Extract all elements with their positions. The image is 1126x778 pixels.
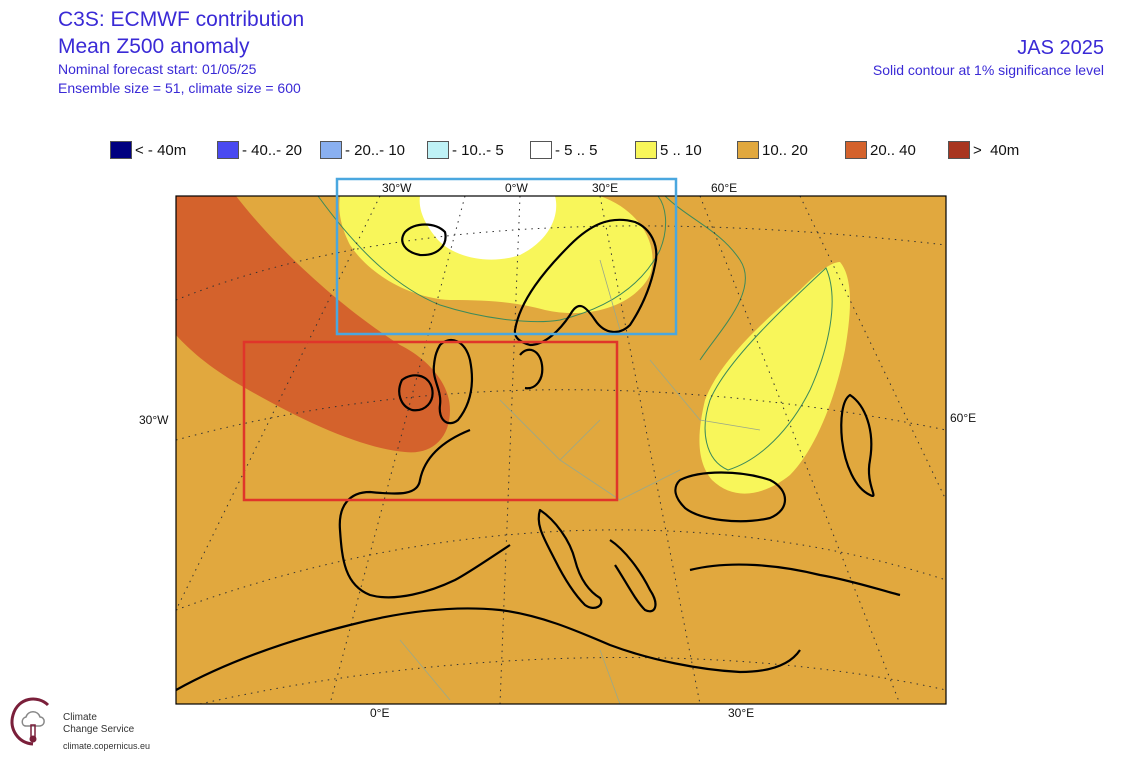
legend-item: 10.. 20 [737, 139, 808, 161]
legend-swatch [320, 141, 342, 159]
legend-item: - 10..- 5 [427, 139, 504, 161]
right-edge-label: 60°E [950, 411, 977, 425]
logo-name: Climate Change Service [63, 712, 134, 736]
central-region-box [242, 340, 619, 502]
lon-label-30e: 30°E [592, 181, 619, 195]
ensemble-size: Ensemble size = 51, climate size = 600 [58, 80, 301, 96]
legend-label: < - 40m [135, 141, 187, 159]
copernicus-logo: Climate Change Service climate.copernicu… [8, 695, 168, 755]
significance-contour-northeast [664, 196, 746, 361]
legend-label: 5 .. 10 [660, 141, 702, 159]
climate-logo-icon [10, 697, 50, 746]
lon-label-30w: 30°W [382, 181, 412, 195]
legend-swatch [530, 141, 552, 159]
legend-label: - 5 .. 5 [555, 141, 598, 159]
logo-line-1: Climate [63, 712, 97, 723]
legend-swatch [427, 141, 449, 159]
lon-label-0w: 0°W [505, 181, 528, 195]
logo-url: climate.copernicus.eu [63, 741, 151, 751]
significance-contour-north [317, 196, 667, 323]
legend-label: - 10..- 5 [452, 141, 504, 159]
legend-item: 20.. 40 [845, 139, 916, 161]
legend-item: - 20..- 10 [320, 139, 405, 161]
map-title: C3S: ECMWF contribution [58, 8, 305, 31]
legend-item: - 5 .. 5 [530, 139, 598, 161]
legend-label: 10.. 20 [762, 141, 808, 159]
map-subtitle: Mean Z500 anomaly [58, 35, 250, 58]
legend-item: > 40m [948, 139, 1019, 161]
anomaly-fill-20-40 [176, 196, 450, 453]
legend-item: < - 40m [110, 139, 186, 161]
anomaly-fill-neutral-north [419, 196, 557, 260]
legend-swatch [737, 141, 759, 159]
coastlines [176, 218, 901, 691]
significance-contour-east [704, 267, 833, 471]
legend: < - 40m - 40..- 20 - 20..- 10 - 10..- 5 - 5 … [110, 139, 1050, 161]
graticule [176, 196, 946, 704]
legend-label: - 20..- 10 [345, 141, 406, 159]
season-block: JAS 2025 Solid contour at 1% significanc… [873, 35, 1104, 79]
significance-note: Solid contour at 1% significance level [872, 62, 1104, 78]
bottom-label-30e: 30°E [728, 706, 755, 720]
north-region-box [335, 177, 678, 336]
season-label: JAS 2025 [1017, 37, 1104, 59]
legend-label: 20.. 40 [870, 141, 916, 159]
lon-label-60e: 60°E [711, 181, 738, 195]
legend-swatch [948, 141, 970, 159]
legend-item: 5 .. 10 [635, 139, 702, 161]
legend-item: - 40..- 20 [217, 139, 302, 161]
title-block: C3S: ECMWF contribution Mean Z500 anomal… [58, 6, 304, 98]
country-borders [399, 259, 761, 704]
legend-label: > 40m [973, 141, 1020, 159]
left-edge-label: 30°W [139, 413, 169, 427]
map-frame [175, 195, 947, 705]
legend-label: - 40..- 20 [242, 141, 303, 159]
legend-swatch [635, 141, 657, 159]
anomaly-fill-5-10-east [699, 262, 850, 494]
legend-swatch [217, 141, 239, 159]
legend-swatch [845, 141, 867, 159]
legend-swatch [110, 141, 132, 159]
forecast-start: Nominal forecast start: 01/05/25 [58, 61, 257, 77]
bottom-label-0e: 0°E [370, 706, 390, 720]
logo-line-2: Change Service [63, 724, 135, 735]
